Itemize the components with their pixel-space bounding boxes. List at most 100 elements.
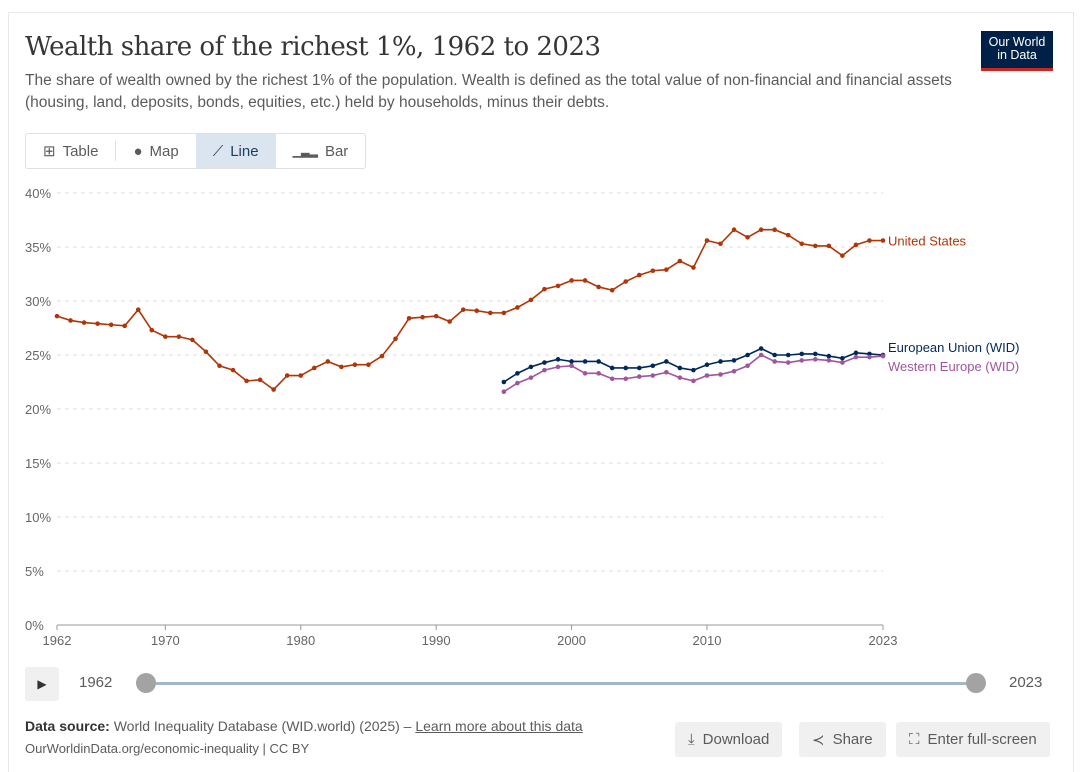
- data-point: [433, 313, 439, 319]
- data-point: [853, 354, 859, 360]
- data-point: [812, 243, 818, 249]
- tab-label: Map: [149, 142, 179, 160]
- tab-table[interactable]: ⊞ Table: [26, 134, 115, 168]
- data-point: [596, 359, 601, 364]
- data-point: [609, 376, 615, 382]
- tab-bar[interactable]: ▁▃▂ Bar: [276, 134, 366, 168]
- data-point: [758, 346, 764, 351]
- data-point: [772, 359, 777, 364]
- line-chart: 0% 5% 10% 15% 20% 25% 30% 35% 40% 1962 1970 1980 199…: [25, 186, 1020, 648]
- y-tick-label: 20%: [25, 402, 51, 417]
- data-point: [799, 241, 805, 247]
- data-point: [488, 310, 493, 316]
- data-point: [731, 368, 737, 374]
- line-chart-icon: ⟋: [212, 142, 224, 160]
- data-point: [95, 321, 100, 326]
- data-point: [650, 373, 656, 378]
- tab-map[interactable]: ● Map: [116, 134, 195, 168]
- source-label: Data source:: [25, 718, 110, 734]
- learn-more-link[interactable]: Learn more about this data: [415, 718, 583, 734]
- timeline-end-label: 2023: [1009, 674, 1043, 691]
- data-point: [691, 378, 696, 384]
- data-point: [339, 364, 344, 370]
- download-button[interactable]: ⤓ Download: [675, 722, 783, 757]
- data-point: [460, 307, 466, 312]
- chart-tabs: ⊞ Table ● Map ⟋ Line ▁▃▂ Bar: [25, 133, 367, 169]
- data-point: [582, 359, 588, 364]
- fullscreen-button[interactable]: ⛶ Enter full-screen: [896, 722, 1050, 757]
- data-point: [840, 253, 845, 258]
- data-point: [501, 389, 507, 395]
- data-point: [298, 373, 304, 378]
- timeline-start-label: 1962: [79, 674, 113, 691]
- tab-label: Line: [230, 142, 259, 160]
- data-point: [664, 359, 669, 364]
- data-point: [867, 351, 872, 357]
- tab-line[interactable]: ⟋ Line: [195, 134, 276, 168]
- data-point: [731, 358, 737, 363]
- data-point: [636, 365, 642, 371]
- data-point: [555, 357, 561, 362]
- data-point: [474, 308, 480, 314]
- timeline-end-handle[interactable]: [966, 673, 986, 693]
- fullscreen-label: Enter full-screen: [927, 731, 1037, 748]
- data-point: [81, 320, 87, 325]
- data-point: [826, 358, 832, 363]
- globe-icon: ●: [133, 142, 143, 160]
- data-point: [840, 360, 845, 365]
- data-source: Data source: World Inequality Database (…: [25, 718, 583, 734]
- data-point: [826, 243, 832, 249]
- y-tick-label: 35%: [25, 240, 51, 255]
- data-point: [569, 359, 574, 364]
- tab-label: Table: [62, 142, 99, 160]
- data-point: [623, 365, 629, 371]
- data-point: [68, 318, 73, 323]
- x-tick-label: 1980: [286, 633, 315, 648]
- timeline-track[interactable]: [146, 682, 976, 685]
- data-point: [569, 363, 574, 369]
- data-point: [311, 365, 317, 371]
- data-point: [393, 336, 398, 342]
- x-tick-label: 1962: [43, 633, 72, 648]
- data-point: [745, 363, 750, 369]
- data-point: [664, 267, 669, 272]
- series-label: Western Europe (WID): [888, 359, 1019, 374]
- data-point: [799, 351, 805, 357]
- data-point: [772, 352, 777, 358]
- owid-logo[interactable]: Our World in Data: [981, 31, 1053, 71]
- data-point: [582, 278, 588, 283]
- data-point: [217, 363, 222, 369]
- logo-line-2: in Data: [997, 48, 1037, 62]
- data-point: [596, 371, 601, 376]
- data-point: [542, 367, 547, 373]
- timeline-start-handle[interactable]: [136, 673, 156, 693]
- data-point: [880, 238, 886, 243]
- data-point: [636, 374, 642, 379]
- data-point: [853, 350, 859, 356]
- data-point: [582, 371, 588, 376]
- data-point: [867, 354, 872, 360]
- y-tick-label: 25%: [25, 348, 51, 363]
- data-point: [826, 353, 832, 359]
- data-point: [190, 337, 195, 343]
- data-point: [596, 284, 601, 290]
- data-point: [636, 272, 642, 278]
- data-point: [772, 227, 777, 233]
- data-point: [325, 359, 331, 364]
- data-point: [501, 379, 507, 385]
- play-button[interactable]: ▶: [25, 667, 59, 701]
- fullscreen-icon: ⛶: [909, 731, 920, 748]
- y-tick-label: 40%: [25, 186, 51, 201]
- logo-line-1: Our World: [988, 35, 1046, 49]
- tab-label: Bar: [324, 142, 349, 160]
- source-text: World Inequality Database (WID.world) (2…: [113, 718, 416, 734]
- data-point: [555, 364, 561, 370]
- data-point: [257, 377, 263, 383]
- download-icon: ⤓: [688, 731, 695, 748]
- data-point: [366, 362, 371, 368]
- data-point: [623, 279, 629, 284]
- share-button[interactable]: ≺ Share: [799, 722, 886, 757]
- table-icon: ⊞: [43, 143, 56, 160]
- data-point: [704, 373, 710, 378]
- data-point: [108, 322, 114, 328]
